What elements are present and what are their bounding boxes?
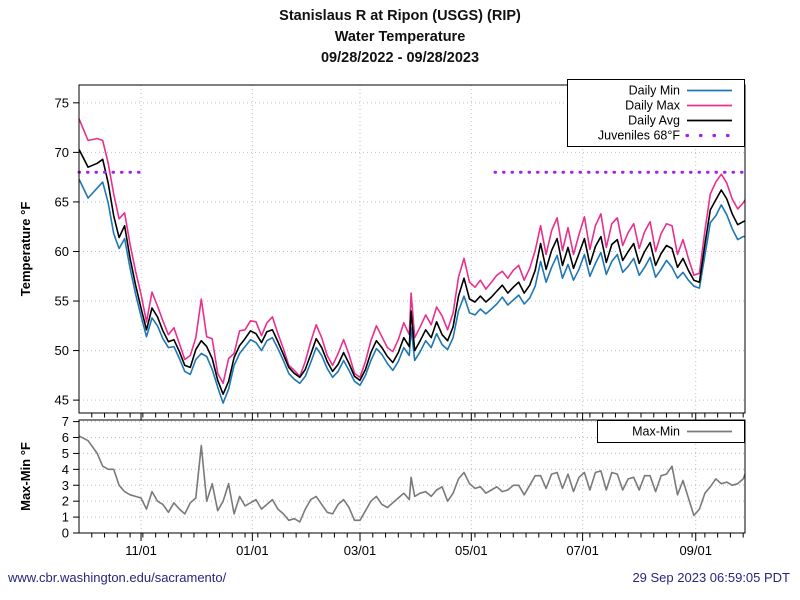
y-tick-label: 4 (62, 462, 69, 477)
legend-label: Daily Avg (628, 114, 680, 128)
x-tick-label: 07/01 (566, 543, 599, 558)
daily-max-series (78, 118, 746, 385)
footer-timestamp: 29 Sep 2023 06:59:05 PDT (632, 570, 790, 585)
legend-label: Max-Min (632, 425, 680, 439)
footer-url: www.cbr.washington.edu/sacramento/ (8, 570, 227, 585)
daily-avg-series (78, 149, 746, 396)
chart-title-daterange: 09/28/2022 - 09/28/2023 (320, 50, 480, 66)
x-tick-label: 01/01 (236, 543, 269, 558)
title-block: Stanislaus R at Ripon (USGS) (RIP) Water… (0, 6, 800, 69)
chart-title-parameter: Water Temperature (334, 29, 466, 45)
x-tick-label: 11/01 (125, 543, 157, 558)
y-tick-label: 70 (55, 145, 69, 160)
legend-label: Daily Max (625, 99, 681, 113)
y-tick-label: 75 (55, 95, 69, 110)
x-tick-label: 05/01 (455, 543, 488, 558)
x-tick-label: 03/01 (344, 543, 377, 558)
maxmin-plot-frame (78, 419, 746, 534)
y-tick-label: 55 (55, 294, 69, 309)
y-tick-label: 3 (62, 478, 69, 493)
legend-label: Daily Min (629, 84, 680, 98)
y-tick-label: 45 (55, 393, 69, 408)
y-tick-label: 6 (62, 430, 69, 445)
y-tick-label: 1 (62, 510, 69, 525)
temperature-plot-frame (78, 84, 746, 414)
daily-min-series (78, 178, 745, 404)
maxmin-plot-legend-box (597, 420, 745, 443)
y-tick-label: 0 (62, 526, 69, 541)
y-tick-label: 60 (55, 244, 69, 259)
max-min-series (78, 435, 746, 523)
maxmin-plot-ylabel: Max-Min °F (18, 442, 33, 511)
y-tick-label: 5 (62, 446, 69, 461)
y-tick-label: 65 (55, 194, 69, 209)
temperature-plot-ylabel: Temperature °F (18, 202, 33, 297)
x-tick-label: 09/01 (679, 543, 712, 558)
y-tick-label: 7 (62, 414, 69, 429)
y-tick-label: 50 (55, 343, 69, 358)
legend-label: Juveniles 68°F (598, 129, 680, 143)
y-tick-label: 2 (62, 494, 69, 509)
chart-title-station: Stanislaus R at Ripon (USGS) (RIP) (279, 8, 521, 24)
